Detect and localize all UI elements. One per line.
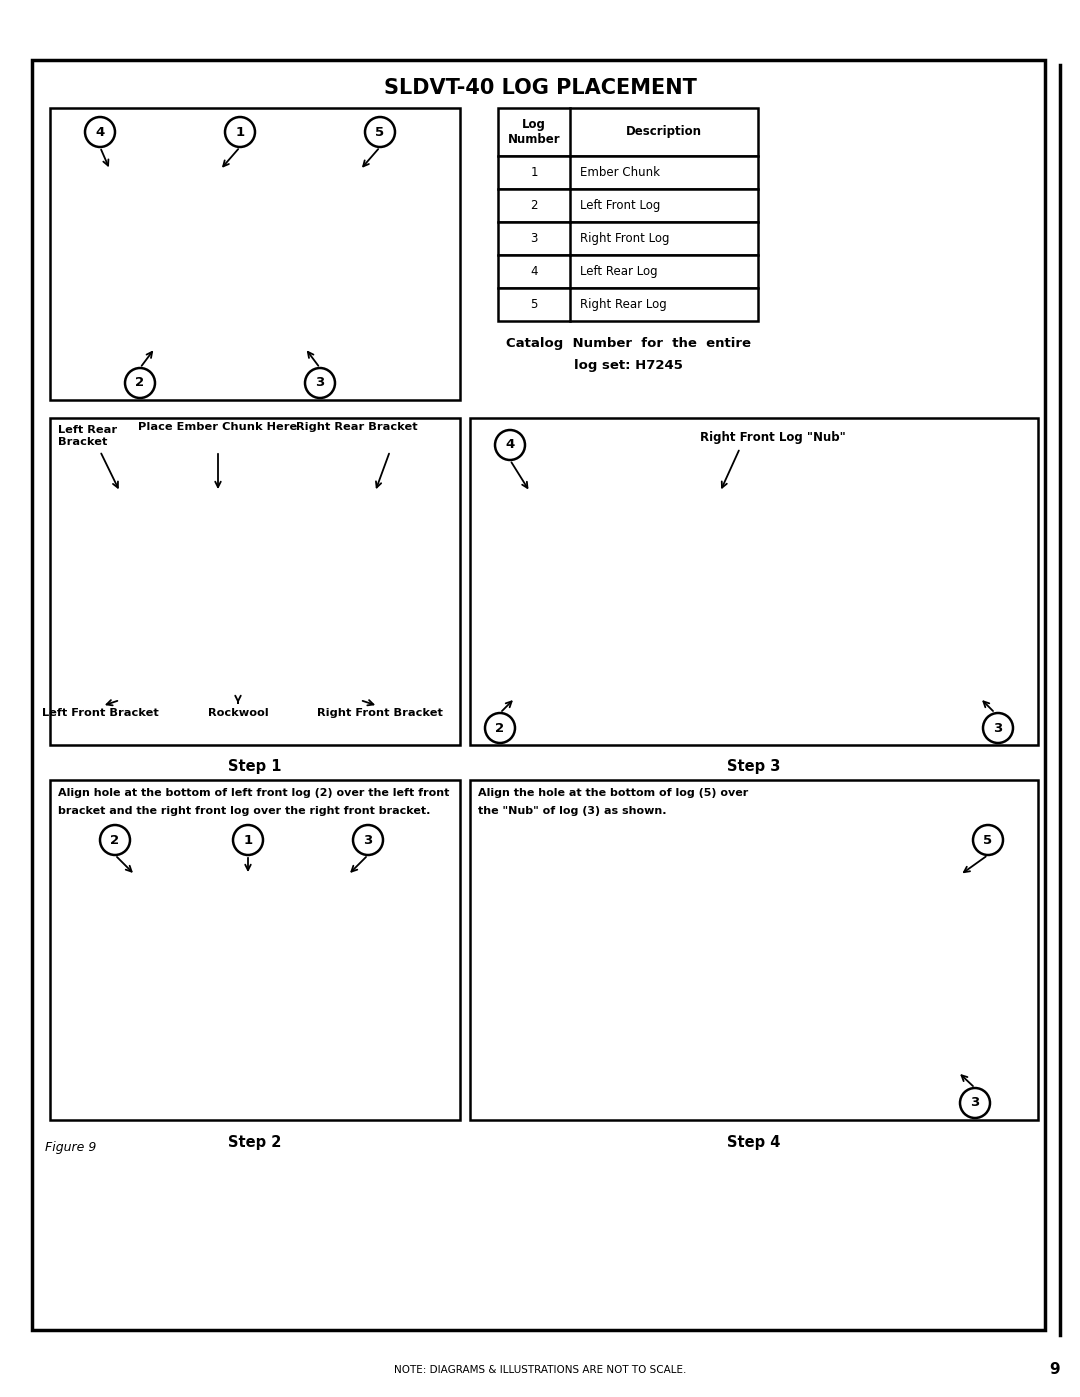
Bar [470, 418, 1038, 745]
Text: the "Nub" of log (3) as shown.: the "Nub" of log (3) as shown. [478, 806, 666, 816]
Text: Log
Number: Log Number [508, 117, 561, 147]
Text: 2: 2 [110, 834, 120, 847]
Text: Left Rear Log: Left Rear Log [580, 265, 658, 278]
Text: Rockwool: Rockwool [207, 708, 268, 718]
Text: Left Front Log: Left Front Log [580, 198, 660, 212]
Text: Place Ember Chunk Here: Place Ember Chunk Here [138, 422, 298, 432]
Text: NOTE: DIAGRAMS & ILLUSTRATIONS ARE NOT TO SCALE.: NOTE: DIAGRAMS & ILLUSTRATIONS ARE NOT T… [394, 1365, 686, 1375]
Circle shape [973, 826, 1003, 855]
Bar [470, 780, 1038, 1120]
Circle shape [485, 712, 515, 743]
Text: Step 3: Step 3 [727, 760, 781, 774]
Bar [498, 222, 758, 256]
Text: Figure 9: Figure 9 [45, 1141, 96, 1154]
Bar [498, 288, 758, 321]
Bar [498, 108, 758, 156]
Text: 2: 2 [135, 377, 145, 390]
Text: Align the hole at the bottom of log (5) over: Align the hole at the bottom of log (5) … [478, 788, 748, 798]
Text: Align hole at the bottom of left front log (2) over the left front: Align hole at the bottom of left front l… [58, 788, 449, 798]
Circle shape [85, 117, 114, 147]
Bar [498, 256, 758, 288]
Text: 5: 5 [984, 834, 993, 847]
Text: Step 4: Step 4 [727, 1134, 781, 1150]
Text: Left Rear
Bracket: Left Rear Bracket [58, 425, 117, 447]
Text: SLDVT-40 LOG PLACEMENT: SLDVT-40 LOG PLACEMENT [383, 78, 697, 98]
Text: Catalog  Number  for  the  entire: Catalog Number for the entire [505, 337, 751, 349]
Text: 4: 4 [505, 439, 515, 451]
Text: Ember Chunk: Ember Chunk [580, 166, 660, 179]
Text: bracket and the right front log over the right front bracket.: bracket and the right front log over the… [58, 806, 430, 816]
Bar [50, 418, 460, 745]
Circle shape [125, 367, 156, 398]
Text: 9: 9 [1050, 1362, 1061, 1377]
Text: Right Front Log "Nub": Right Front Log "Nub" [700, 432, 846, 444]
Text: 3: 3 [363, 834, 373, 847]
Bar [498, 156, 758, 189]
Text: Right Front Log: Right Front Log [580, 232, 670, 244]
Bar [498, 189, 758, 222]
Text: Left Front Bracket: Left Front Bracket [42, 708, 159, 718]
Text: Right Rear Log: Right Rear Log [580, 298, 666, 312]
Bar [50, 780, 460, 1120]
Text: Description: Description [626, 126, 702, 138]
Bar [50, 108, 460, 400]
Text: 4: 4 [95, 126, 105, 138]
Text: 5: 5 [530, 298, 538, 312]
Text: 4: 4 [530, 265, 538, 278]
Text: 1: 1 [530, 166, 538, 179]
Text: 3: 3 [970, 1097, 980, 1109]
Text: 3: 3 [530, 232, 538, 244]
Text: 1: 1 [243, 834, 253, 847]
Circle shape [305, 367, 335, 398]
Text: 3: 3 [315, 377, 325, 390]
Text: Right Rear Bracket: Right Rear Bracket [296, 422, 418, 432]
Circle shape [495, 430, 525, 460]
Circle shape [233, 826, 264, 855]
Text: Step 2: Step 2 [228, 1134, 282, 1150]
Circle shape [353, 826, 383, 855]
Circle shape [365, 117, 395, 147]
Circle shape [100, 826, 130, 855]
Text: 2: 2 [496, 721, 504, 735]
Text: 2: 2 [530, 198, 538, 212]
Text: Right Front Bracket: Right Front Bracket [318, 708, 443, 718]
Circle shape [225, 117, 255, 147]
Circle shape [983, 712, 1013, 743]
Text: 3: 3 [994, 721, 1002, 735]
Text: log set: H7245: log set: H7245 [573, 359, 683, 372]
Text: 1: 1 [235, 126, 244, 138]
Circle shape [960, 1088, 990, 1118]
Text: Step 1: Step 1 [228, 760, 282, 774]
Text: 5: 5 [376, 126, 384, 138]
